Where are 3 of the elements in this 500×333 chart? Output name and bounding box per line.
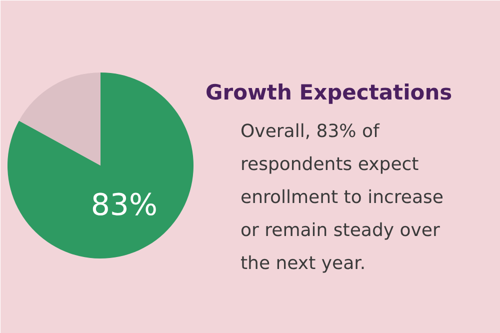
data-label: 83%	[90, 188, 158, 224]
text: Overall, 83% of respondents expect enrollment to increase or remain steady over the next year.	[240, 121, 444, 274]
text: Growth Expectations	[206, 80, 452, 104]
